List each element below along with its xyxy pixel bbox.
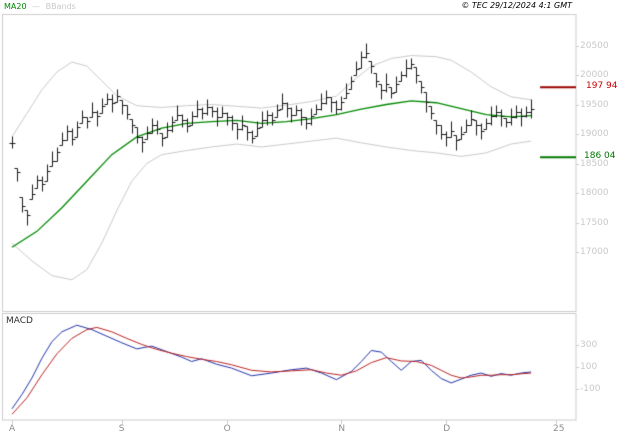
- macd-axis-label: -100: [580, 383, 601, 394]
- month-axis-label: S: [118, 424, 125, 434]
- price-axis-label: 20000: [580, 70, 609, 80]
- price-axis-label: 17000: [580, 247, 609, 257]
- price-axis-label: 17500: [580, 217, 609, 228]
- copyright-text: © TEC 29/12/2024 4:1 GMT: [461, 1, 572, 10]
- month-axis-label: 25: [553, 424, 565, 434]
- macd-panel-label: MACD: [6, 316, 33, 326]
- legend-ma20-label: MA20: [4, 2, 27, 11]
- macd-axis-label: 100: [580, 361, 598, 372]
- month-axis-label: D: [443, 424, 451, 434]
- price-axis-label: 20500: [580, 40, 609, 51]
- price-axis-label: 19500: [580, 99, 609, 110]
- macd-axis-label: 300: [580, 340, 598, 350]
- month-axis-label: O: [223, 424, 231, 434]
- price-axis-label: 18500: [580, 158, 609, 169]
- price-axis-label: 18000: [580, 188, 609, 198]
- month-axis-label: N: [338, 424, 346, 434]
- legend: MA20 — BBands: [4, 2, 79, 12]
- legend-line-swatch-icon: —: [32, 2, 41, 11]
- resistance-level-label: 197 94: [586, 81, 618, 92]
- legend-bbands-label: BBands: [45, 2, 76, 11]
- support-level-label: 186 04: [584, 151, 616, 162]
- price-axis-label: 19000: [580, 129, 609, 139]
- month-axis-label: A: [8, 424, 16, 434]
